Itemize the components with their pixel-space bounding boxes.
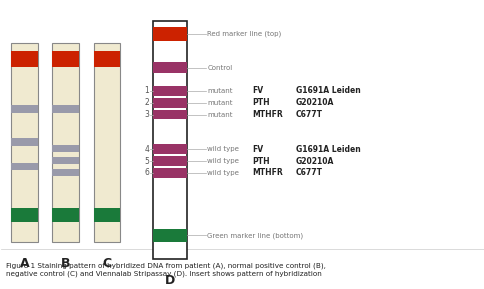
Text: FV: FV — [252, 145, 263, 154]
Text: G1691A Leiden: G1691A Leiden — [295, 86, 360, 95]
Text: wild type: wild type — [207, 146, 239, 152]
Text: B: B — [60, 257, 70, 270]
FancyBboxPatch shape — [153, 21, 187, 259]
Text: 3: 3 — [144, 110, 149, 119]
Bar — [52, 208, 78, 222]
Text: PTH: PTH — [252, 98, 269, 107]
Bar — [52, 51, 78, 67]
Text: mutant: mutant — [207, 112, 232, 118]
Bar — [153, 27, 187, 41]
Text: Red marker line (top): Red marker line (top) — [207, 31, 281, 37]
Bar — [11, 163, 37, 170]
Text: 5: 5 — [144, 157, 149, 166]
Text: wild type: wild type — [207, 170, 239, 176]
Text: G20210A: G20210A — [295, 98, 333, 107]
Bar — [153, 110, 187, 119]
Bar — [94, 51, 120, 67]
Text: C: C — [103, 257, 112, 270]
Text: MTHFR: MTHFR — [252, 110, 282, 119]
FancyBboxPatch shape — [52, 43, 78, 242]
Text: G20210A: G20210A — [295, 157, 333, 166]
Text: PTH: PTH — [252, 157, 269, 166]
Bar — [153, 156, 187, 166]
Bar — [153, 168, 187, 178]
Bar — [52, 158, 78, 164]
FancyBboxPatch shape — [94, 43, 120, 242]
Bar — [11, 208, 37, 222]
Bar — [11, 51, 37, 67]
Bar — [11, 138, 37, 147]
Text: 4: 4 — [144, 145, 149, 154]
Text: 6: 6 — [144, 168, 149, 177]
Text: D: D — [165, 274, 175, 287]
Text: FV: FV — [252, 86, 263, 95]
Text: C677T: C677T — [295, 168, 322, 177]
Bar — [153, 98, 187, 108]
Text: wild type: wild type — [207, 158, 239, 164]
Bar — [52, 145, 78, 152]
Bar — [52, 169, 78, 176]
FancyBboxPatch shape — [11, 43, 37, 242]
Bar — [153, 229, 187, 242]
Text: MTHFR: MTHFR — [252, 168, 282, 177]
Bar — [153, 144, 187, 154]
Text: Green marker line (bottom): Green marker line (bottom) — [207, 232, 303, 239]
Text: mutant: mutant — [207, 100, 232, 106]
Text: 1: 1 — [144, 86, 149, 95]
Bar — [153, 86, 187, 96]
Bar — [52, 105, 78, 113]
Text: C677T: C677T — [295, 110, 322, 119]
Bar — [94, 208, 120, 222]
Text: mutant: mutant — [207, 88, 232, 94]
Bar — [153, 62, 187, 73]
Text: A: A — [19, 257, 29, 270]
Bar — [11, 105, 37, 113]
Text: Figure 1 Staining pattern of hybridized DNA from patient (A), normal positive co: Figure 1 Staining pattern of hybridized … — [6, 263, 325, 277]
Text: Control: Control — [207, 65, 232, 71]
Text: 2: 2 — [144, 98, 149, 107]
Text: G1691A Leiden: G1691A Leiden — [295, 145, 360, 154]
